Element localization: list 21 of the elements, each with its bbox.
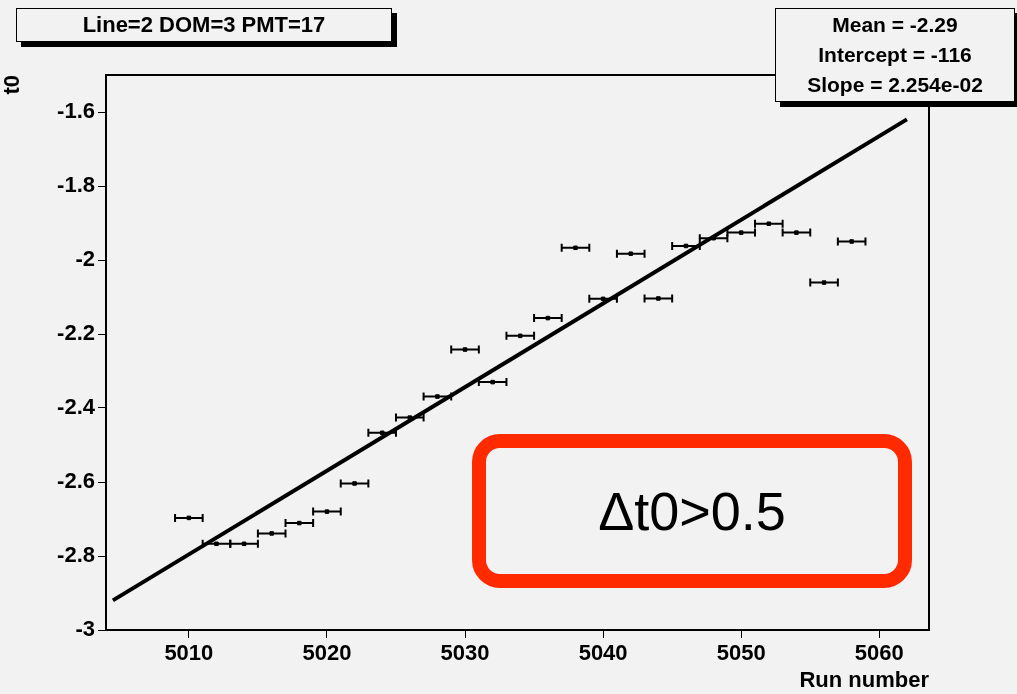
y-tick-label: -2.2 (57, 320, 95, 346)
text: Mean = -2.29 (831, 12, 959, 38)
x-tick-label: 5050 (716, 640, 766, 666)
x-tick-label: 5060 (854, 640, 904, 666)
y-tick-label: -2.6 (57, 468, 95, 494)
chart-title: Line=2 DOM=3 PMT=17 (16, 8, 392, 42)
annotation: Δt0>0.5 (472, 434, 912, 588)
annotation: Slope = 2.254e-02 (806, 72, 984, 98)
x-tick-label: 5010 (164, 640, 214, 666)
text: Intercept = -116 (817, 42, 973, 68)
x-axis-title: Run number (799, 666, 930, 692)
y-tick-label: -3 (75, 616, 95, 642)
y-tick-label: -2.4 (57, 394, 96, 420)
y-axis-title: t0 (0, 75, 25, 95)
y-tick-label: -2.8 (57, 542, 95, 568)
y-tick-label: -1.6 (57, 98, 95, 124)
x-tick-label: 5020 (302, 640, 352, 666)
y-tick-label: -2 (75, 246, 95, 272)
y-tick-label: -1.8 (57, 172, 95, 198)
x-tick-label: 5040 (578, 640, 628, 666)
x-tick-label: 5030 (440, 640, 490, 666)
